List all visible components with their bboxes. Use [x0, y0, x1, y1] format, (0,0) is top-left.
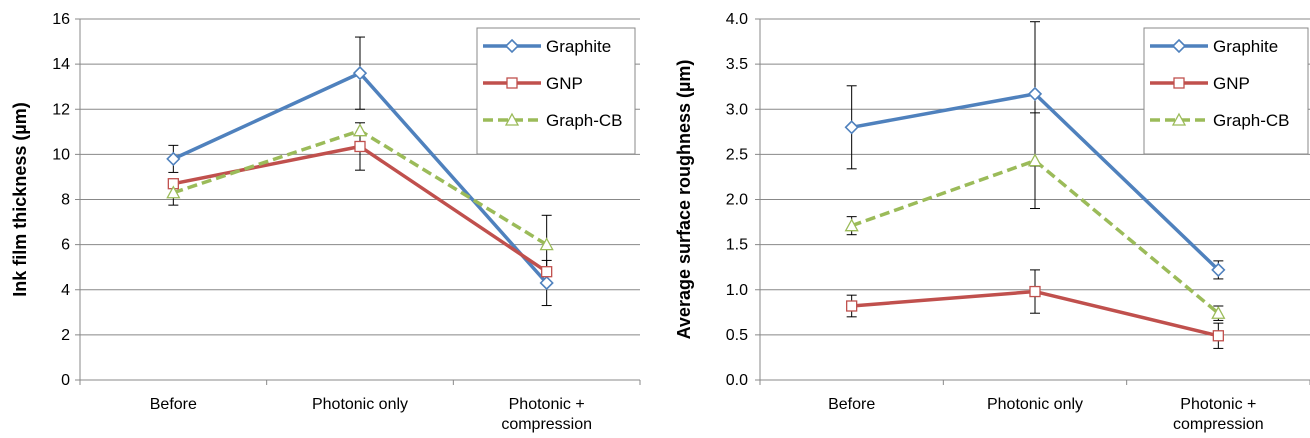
data-point-graph-cb: [539, 237, 554, 251]
y-axis-label: Average surface roughness (µm): [674, 60, 694, 340]
legend-marker-gnp: [1173, 77, 1185, 89]
legend-box: [1143, 27, 1309, 155]
y-tick-label: 8: [61, 192, 70, 209]
data-point-graphite: [352, 66, 368, 81]
data-point-gnp: [1029, 285, 1041, 298]
y-tick-label: 10: [52, 146, 70, 163]
data-point-gnp: [1212, 330, 1224, 342]
legend-label-graphite: Graphite: [1213, 37, 1278, 56]
y-tick-label: 1.5: [726, 237, 748, 254]
legend-label-gnp: GNP: [546, 74, 583, 93]
x-tick-label: Before: [828, 396, 875, 413]
legend-marker-graph-cb: [504, 112, 520, 126]
y-tick-label: 2.0: [726, 192, 748, 209]
y-tick-label: 12: [52, 101, 70, 118]
data-point-gnp: [541, 266, 553, 278]
y-tick-label: 16: [52, 11, 70, 28]
legend-label-graph-cb: Graph-CB: [546, 111, 623, 130]
data-point-graph-cb: [352, 123, 368, 137]
chart-1: 0 2 4 6 8 10 12 14 16 Before Photonic only Photonic…: [10, 11, 641, 433]
x-tick-label: Before: [150, 396, 197, 413]
data-point-graphite: [166, 151, 181, 167]
series-line-graph-cb: [851, 158, 1220, 315]
legend-marker-gnp: [506, 77, 518, 89]
legend-label-gnp: GNP: [1213, 74, 1250, 93]
x-tick-label: Photonic +: [1180, 396, 1256, 413]
data-point-graph-cb: [166, 185, 181, 199]
legend-label-graph-cb: Graph-CB: [1213, 111, 1290, 130]
y-axis-label: Ink film thickness (µm): [10, 102, 30, 296]
data-point-gnp: [354, 140, 366, 153]
data-point-graphite: [1211, 262, 1226, 278]
data-point-graphite: [1027, 86, 1043, 102]
y-tick-label: 0.5: [726, 327, 748, 344]
chart-2: 0.0 0.5 1.0 1.5 2.0 2.5 3.0 3.5 4.0 Before Photoni…: [674, 11, 1310, 433]
y-tick-label: 3.5: [726, 56, 748, 73]
y-tick-label: 4: [61, 282, 70, 299]
x-tick-label: Photonic +: [509, 396, 585, 413]
y-tick-label: 6: [61, 237, 70, 254]
x-tick-label: Photonic only: [987, 396, 1083, 413]
y-tick-label: 0: [61, 372, 70, 389]
y-tick-label: 3.0: [726, 101, 748, 118]
legend-marker-graphite: [1171, 38, 1187, 54]
data-point-graph-cb: [1027, 153, 1043, 167]
y-tick-label: 4.0: [726, 11, 748, 28]
data-point-graphite: [539, 275, 554, 291]
legend-box: [476, 27, 636, 155]
data-point-gnp: [846, 300, 858, 312]
legend-marker-graph-cb: [1171, 112, 1187, 126]
y-tick-label: 1.0: [726, 282, 748, 299]
x-tick-label: compression: [501, 416, 592, 433]
x-tick-label: compression: [1173, 416, 1264, 433]
data-point-graphite: [844, 120, 859, 135]
y-tick-label: 2: [61, 327, 70, 344]
x-tick-label: Photonic only: [312, 396, 408, 413]
y-tick-label: 0.0: [726, 372, 748, 389]
legend-label-graphite: Graphite: [546, 37, 611, 56]
data-point-graph-cb: [844, 218, 859, 232]
legend-marker-graphite: [504, 38, 520, 54]
y-tick-label: 2.5: [726, 146, 748, 163]
y-tick-label: 14: [52, 56, 70, 73]
data-point-graph-cb: [1211, 305, 1226, 319]
